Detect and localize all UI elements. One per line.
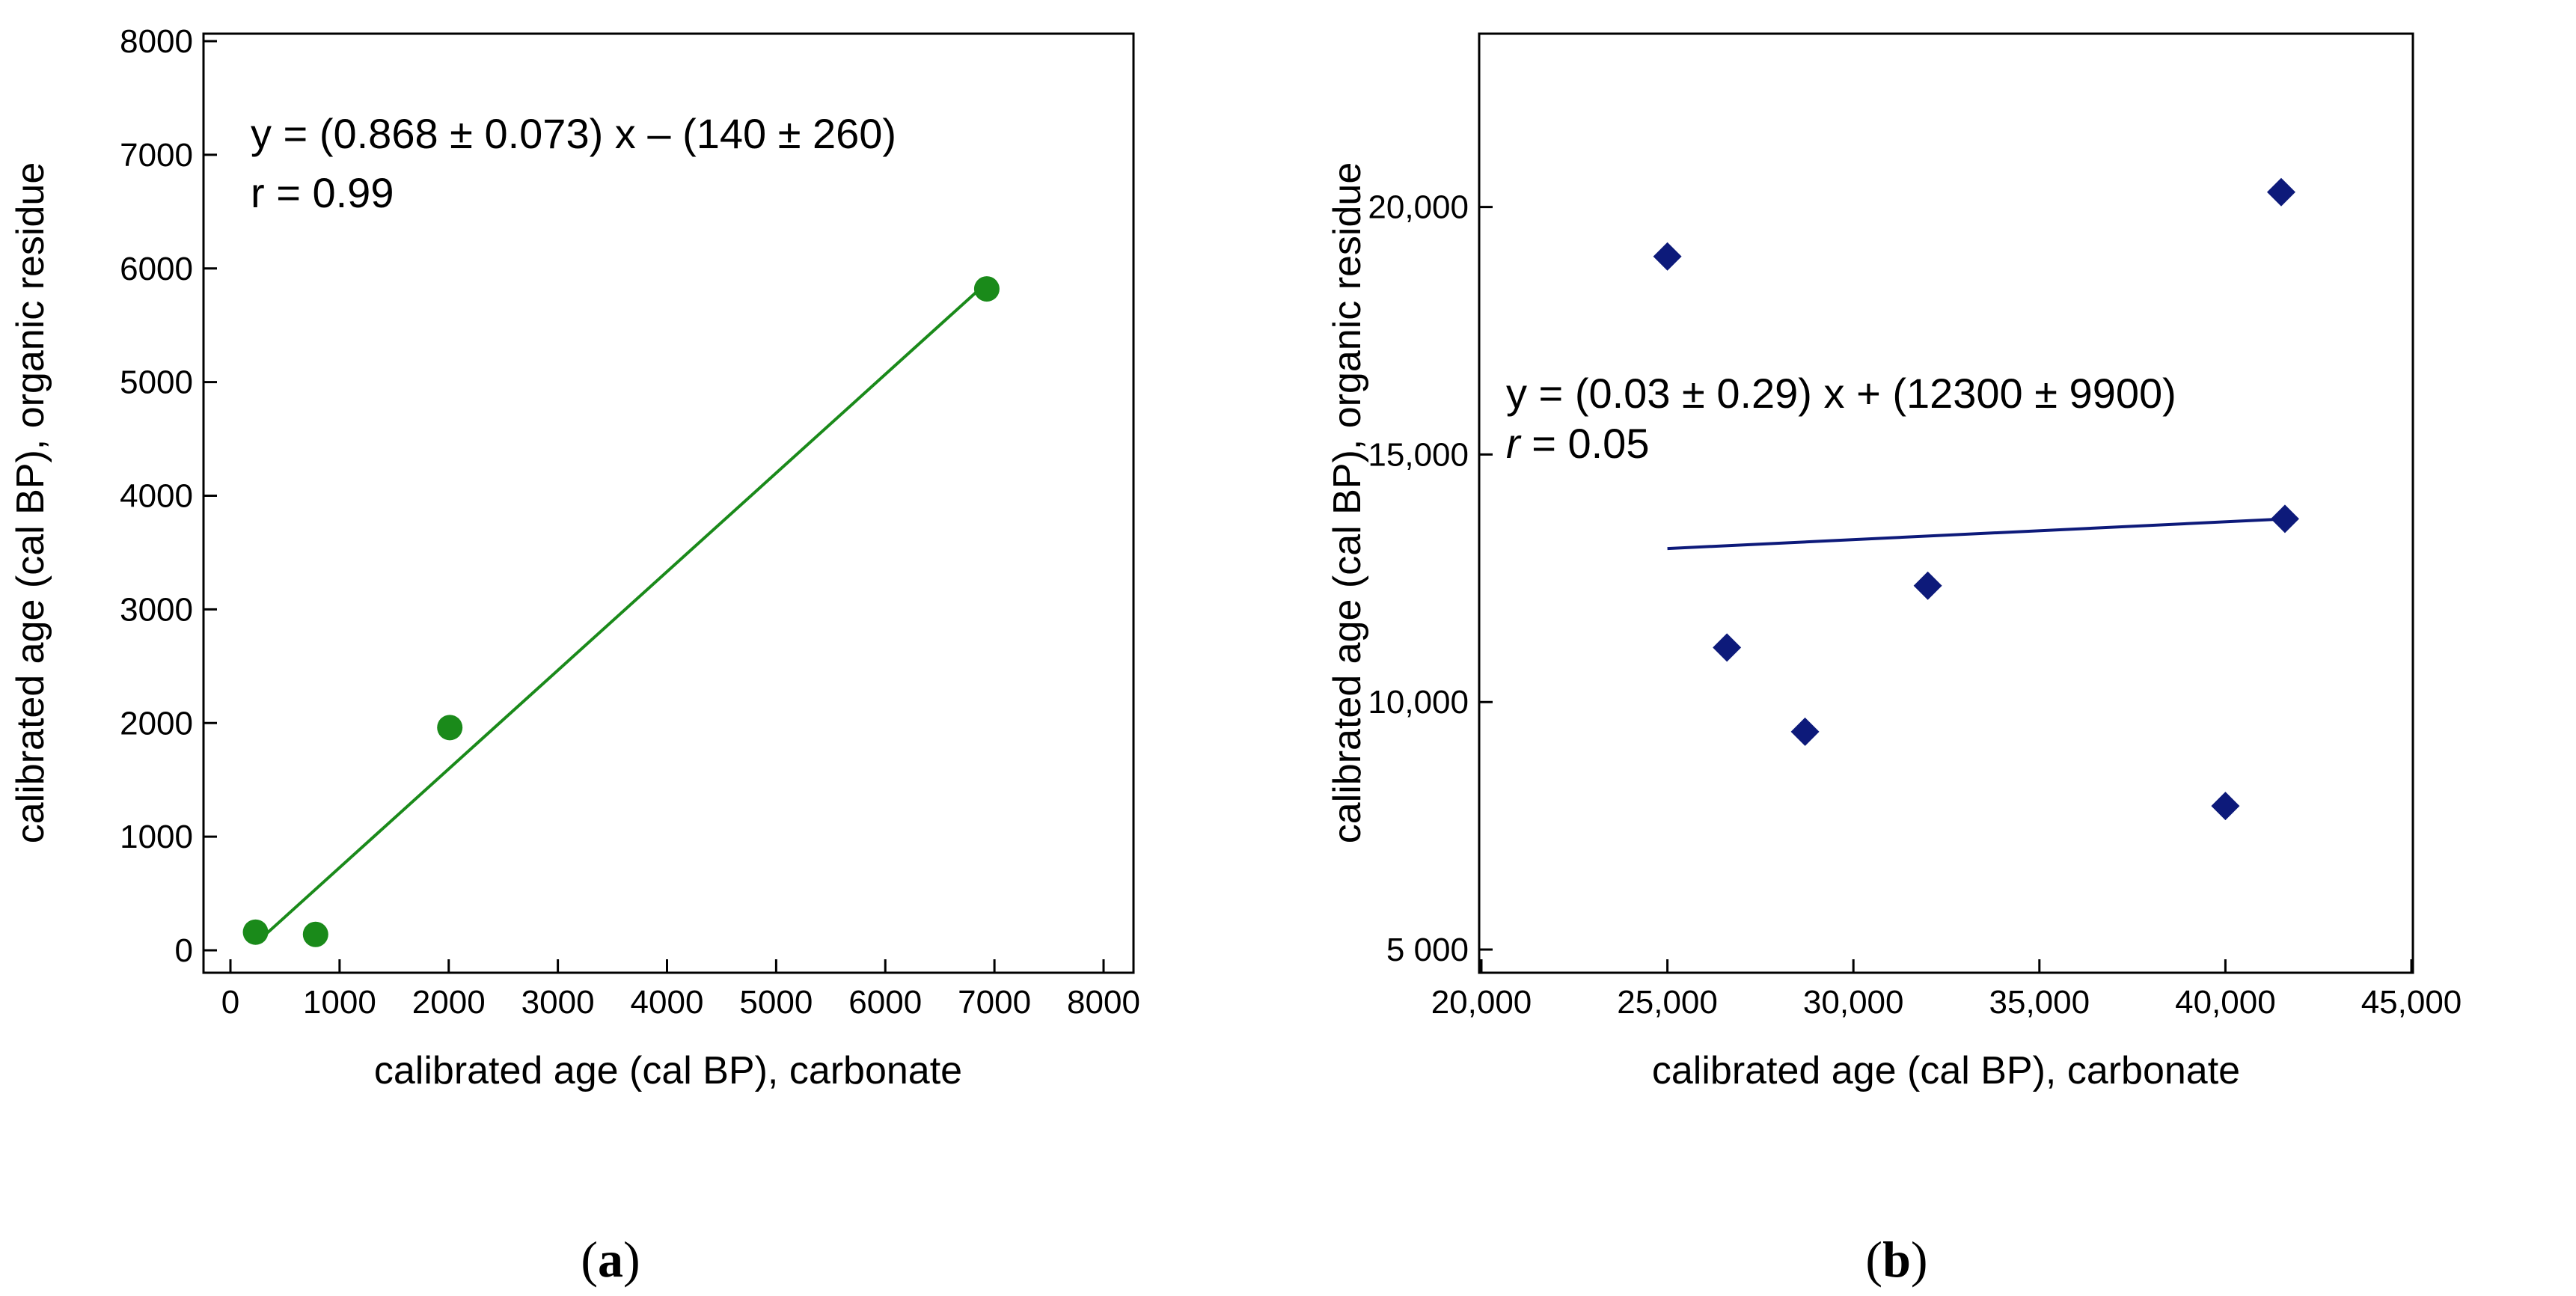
panel-a-x-tick-label: 5000 xyxy=(739,984,813,1021)
panel-a-data-point xyxy=(973,276,1000,302)
panel-a-x-tick-label: 1000 xyxy=(303,984,376,1021)
panel-a-x-tick-label: 6000 xyxy=(848,984,922,1021)
panel-b-data-point xyxy=(1713,633,1742,662)
panel-a-x-tick-label: 8000 xyxy=(1067,984,1140,1021)
panel-b-correlation: r = 0.05 xyxy=(1506,420,1649,467)
panel-b-label: (b) xyxy=(1865,1231,1927,1288)
panel-b-chart: 20,000 25,000 30,000 35,000 40,000 45,000 5 0… xyxy=(1326,32,2462,1288)
panel-a-x-axis-title: calibrated age (cal BP), carbonate xyxy=(374,1049,962,1092)
panel-b-data-point xyxy=(2266,177,2295,207)
panel-a-plot-frame xyxy=(202,32,1135,974)
panel-b-plot-frame xyxy=(1478,32,2414,974)
panel-b-x-tick-label: 45,000 xyxy=(2361,984,2462,1021)
panel-b-data-points xyxy=(1653,177,2299,821)
panel-a-data-point xyxy=(242,919,269,945)
panel-a-label: (a) xyxy=(581,1231,640,1288)
panel-b-y-tick-label: 5 000 xyxy=(1386,932,1469,968)
panel-b-y-tick-label: 10,000 xyxy=(1368,684,1469,721)
panel-b-y-tick-label: 15,000 xyxy=(1368,436,1469,473)
panel-b-y-axis-title: calibrated age (cal BP), organic residue xyxy=(1326,162,1369,843)
panel-a-y-axis-title: calibrated age (cal BP), organic residue xyxy=(9,162,52,843)
panel-b-x-tick-label: 20,000 xyxy=(1431,984,1532,1021)
panel-b-equation: y = (0.03 ± 0.29) x + (12300 ± 9900) xyxy=(1506,370,2176,417)
panel-a-y-tick-label: 0 xyxy=(175,932,193,969)
panel-a-x-tick-label: 4000 xyxy=(631,984,704,1021)
panel-a-y-tick-label: 3000 xyxy=(120,591,193,628)
panel-b-data-point xyxy=(1913,571,1942,600)
panel-a-regression-line xyxy=(254,281,988,945)
panel-b-x-tick-label: 35,000 xyxy=(1989,984,2090,1021)
panel-a-chart: 0 1000 2000 3000 4000 5000 6000 7000 8000 0 1000 2… xyxy=(9,23,1140,1288)
panel-a-y-tick-label: 2000 xyxy=(120,705,193,742)
panel-a-y-tick-label: 8000 xyxy=(120,23,193,60)
panel-b-data-point xyxy=(1790,717,1820,746)
panel-a-x-tick-label: 3000 xyxy=(521,984,595,1021)
panel-a-x-tick-label: 0 xyxy=(221,984,239,1021)
panel-b-y-tick-label: 20,000 xyxy=(1368,189,1469,226)
panel-a-label-letter: a xyxy=(598,1231,623,1288)
panel-b-correlation-value: = 0.05 xyxy=(1520,420,1650,467)
panel-a-correlation: r = 0.99 xyxy=(251,169,394,216)
panel-a-y-tick-label: 5000 xyxy=(120,364,193,401)
panel-b-label-letter: b xyxy=(1882,1231,1911,1288)
panel-a-y-tick-label: 4000 xyxy=(120,478,193,515)
panel-b-data-point xyxy=(2270,504,2299,534)
panel-a-y-tick-label: 6000 xyxy=(120,251,193,287)
panel-b-y-axis: 5 000 10,000 15,000 20,000 xyxy=(1368,189,1493,968)
panel-a-x-axis: 0 1000 2000 3000 4000 5000 6000 7000 8000 xyxy=(221,959,1140,1021)
panel-a-y-tick-label: 7000 xyxy=(120,137,193,174)
panel-b-x-tick-label: 40,000 xyxy=(2175,984,2276,1021)
panel-b-x-tick-label: 25,000 xyxy=(1617,984,1718,1021)
panel-b-x-tick-label: 30,000 xyxy=(1803,984,1904,1021)
panel-a-x-tick-label: 2000 xyxy=(412,984,486,1021)
panel-b-correlation-symbol: r xyxy=(1506,420,1522,467)
panel-a-equation: y = (0.868 ± 0.073) x – (140 ± 260) xyxy=(251,110,896,157)
panel-a-y-axis: 0 1000 2000 3000 4000 5000 6000 7000 8000 xyxy=(120,23,217,969)
panel-a-x-tick-label: 7000 xyxy=(958,984,1031,1021)
panel-b-data-point xyxy=(1653,242,1682,271)
panel-b-regression-line xyxy=(1667,517,2286,551)
panel-b-x-axis: 20,000 25,000 30,000 35,000 40,000 45,000 xyxy=(1431,959,2462,1021)
panel-b-data-point xyxy=(2211,792,2240,821)
panel-a-data-point xyxy=(302,921,328,947)
panel-b-x-axis-title: calibrated age (cal BP), carbonate xyxy=(1652,1049,2240,1092)
panel-a-data-points xyxy=(242,276,1000,947)
panel-a-y-tick-label: 1000 xyxy=(120,819,193,855)
panel-a-data-point xyxy=(437,715,463,741)
